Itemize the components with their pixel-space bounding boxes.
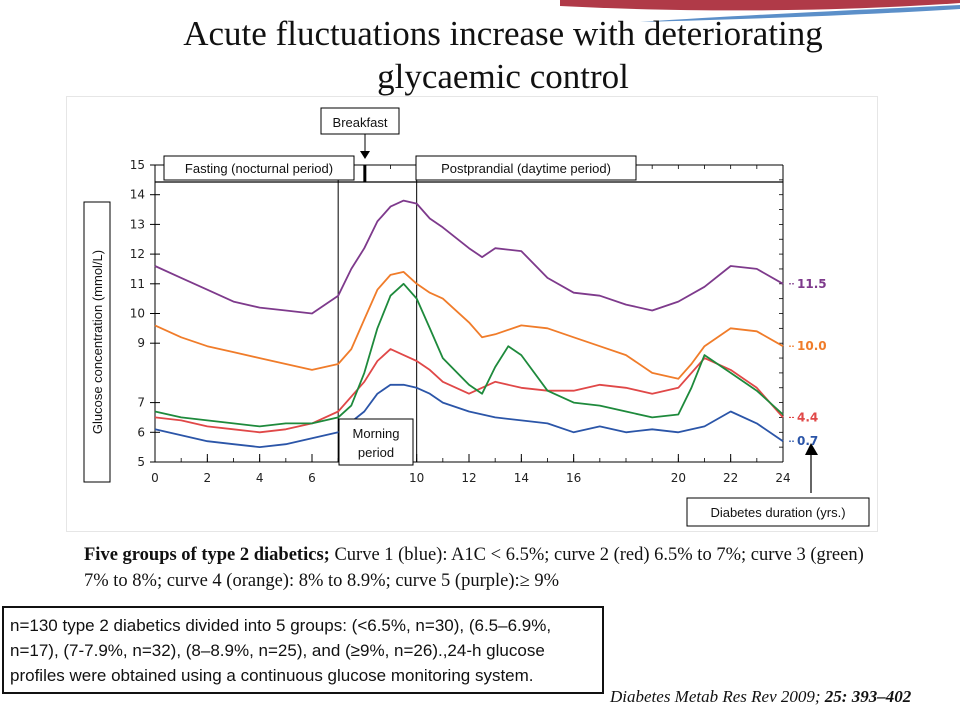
y-tick-label: 10 <box>130 307 145 321</box>
y-tick-label: 11 <box>130 277 145 291</box>
duration-label-box <box>686 497 870 527</box>
series-line-1 <box>154 383 784 448</box>
x-tick-label: 24 <box>775 471 790 485</box>
slide-title: Acute fluctuations increase with deterio… <box>100 12 906 98</box>
breakfast-marker <box>363 165 367 182</box>
series-line-5 <box>154 199 784 315</box>
study-note-text: n=130 type 2 diabetics divided into 5 gr… <box>10 616 552 685</box>
x-tick-label: 6 <box>308 471 316 485</box>
series-2: 4.4 <box>154 348 818 434</box>
series-1: 0.7 <box>154 383 818 448</box>
series-4: 10.0 <box>154 271 827 380</box>
series-end-label: 11.5 <box>797 277 827 291</box>
y-tick-label: 6 <box>137 425 145 439</box>
y-axis-label: Glucose concentration (mmol/L) <box>90 250 105 434</box>
breakfast-label-box <box>320 107 400 135</box>
x-tick-label: 22 <box>723 471 738 485</box>
x-tick-label: 12 <box>461 471 476 485</box>
chart-panel: 5 6 7 9 10 11 12 13 14 15 0 2 4 6 10 12 14 16 20 22 24 0.7 4.4… <box>66 96 878 532</box>
series-end-label: 0.7 <box>797 434 818 448</box>
y-tick-label: 13 <box>130 217 145 231</box>
figure-caption: Five groups of type 2 diabetics; Curve 1… <box>84 542 884 594</box>
series-end-label: 4.4 <box>797 410 818 424</box>
duration-arrow-head <box>805 443 818 455</box>
morning-label-line-1: Morning <box>353 426 400 441</box>
fasting-label: Fasting (nocturnal period) <box>185 161 333 176</box>
duration-label: Diabetes duration (yrs.) <box>710 505 845 520</box>
x-tick-label: 0 <box>151 471 159 485</box>
caption-text: Curve 1 (blue): A1C < 6.5%; curve 2 (red… <box>84 545 864 591</box>
y-tick-label: 12 <box>130 247 145 261</box>
y-tick-label: 5 <box>137 455 145 469</box>
breakfast-label: Breakfast <box>333 115 388 130</box>
study-note-box: n=130 type 2 diabetics divided into 5 gr… <box>2 606 604 694</box>
postprandial-label: Postprandial (daytime period) <box>441 161 611 176</box>
x-tick-label: 2 <box>204 471 212 485</box>
series-line-2 <box>154 348 784 434</box>
y-tick-label: 14 <box>130 188 145 202</box>
caption-lead: Five groups of type 2 diabetics; <box>84 545 330 565</box>
x-tick-label: 4 <box>256 471 264 485</box>
breakfast-arrow-head <box>360 151 370 159</box>
series-line-3 <box>154 282 784 428</box>
morning-label-box <box>338 418 414 466</box>
slide-title-line-1: Acute fluctuations increase with deterio… <box>183 14 823 53</box>
citation-reference: 25: 393–402 <box>824 687 912 706</box>
x-tick-label: 10 <box>409 471 424 485</box>
morning-label-line-2: period <box>358 445 394 460</box>
y-tick-label: 9 <box>137 336 145 350</box>
title-accent-swoosh <box>560 0 960 22</box>
citation: Diabetes Metab Res Rev 2009; 25: 393–402 <box>610 687 911 707</box>
series-end-label: 10.0 <box>797 339 827 353</box>
y-tick-label: 7 <box>137 396 145 410</box>
series-line-4 <box>154 271 784 380</box>
x-tick-label: 20 <box>671 471 686 485</box>
x-tick-label: 16 <box>566 471 581 485</box>
citation-journal: Diabetes Metab Res Rev 2009; <box>610 687 821 706</box>
series-5: 11.5 <box>154 199 827 315</box>
fasting-label-box <box>163 155 355 181</box>
y-axis-label-box <box>83 201 111 483</box>
series-3 <box>154 282 784 428</box>
slide-title-line-2: glycaemic control <box>377 57 629 96</box>
y-tick-label: 15 <box>130 158 145 172</box>
x-tick-label: 14 <box>514 471 529 485</box>
postprandial-label-box <box>415 155 637 181</box>
